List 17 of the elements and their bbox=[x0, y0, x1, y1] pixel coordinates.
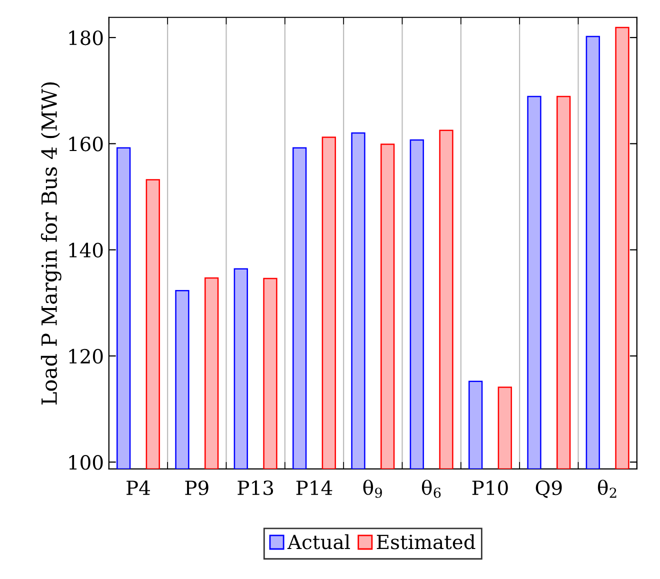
x-tick-label: P13 bbox=[238, 480, 274, 496]
x-tick-label: P10 bbox=[472, 480, 508, 496]
x-tick-label: P9 bbox=[185, 480, 208, 496]
y-tick-label: 140 bbox=[69, 242, 103, 258]
y-tick-label: 120 bbox=[69, 348, 103, 364]
x-tick-label: P4 bbox=[126, 480, 150, 495]
x-tick-label: θ$_{2}$ bbox=[598, 480, 616, 498]
x-tick-label: θ$_{6}$ bbox=[422, 480, 441, 498]
x-tick-label: P14 bbox=[296, 480, 332, 495]
legend-label: Actual bbox=[287, 534, 350, 550]
legend-label: Estimated bbox=[376, 534, 476, 550]
y-tick-label: 160 bbox=[69, 136, 103, 152]
y-axis-title: Load P Margin for Bus 4 (MW) bbox=[40, 82, 62, 404]
x-tick-label: θ$_{9}$ bbox=[363, 480, 382, 498]
y-tick-label: 100 bbox=[69, 455, 103, 470]
x-tick-label: Q9 bbox=[536, 480, 562, 498]
y-tick-label: 180 bbox=[69, 30, 103, 46]
